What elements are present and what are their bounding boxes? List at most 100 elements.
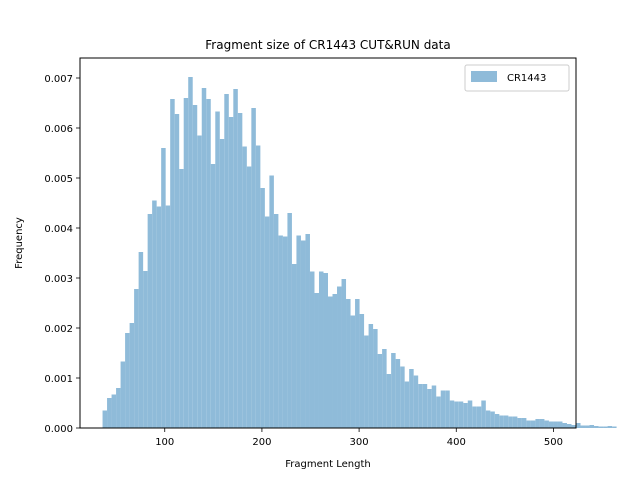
histogram-bar [364,335,369,428]
histogram-bar [440,390,446,428]
histogram-bar [612,426,617,428]
histogram-bar [422,384,428,428]
histogram-bar [436,396,441,428]
histogram-bar [183,98,189,428]
y-tick-label: 0.001 [44,374,73,385]
histogram-bar [576,423,581,428]
y-tick-label: 0.007 [44,74,73,85]
histogram-bar [413,375,419,428]
histogram-bar [494,414,500,428]
histogram-bar [165,205,171,428]
histogram-bar [404,381,410,428]
histogram-bar [219,139,225,428]
x-tick-label: 200 [252,437,271,448]
histogram-bar [409,369,414,428]
histogram-bar [472,406,477,428]
x-axis-ticks: 100 200 300 400 500 [155,428,563,448]
histogram-bar [282,236,288,428]
histogram-bar [485,410,491,428]
histogram-bar [246,166,252,428]
histogram-bar [517,418,522,428]
histogram-bar [210,164,216,428]
histogram-bar [102,410,108,428]
histogram-bar [300,240,306,428]
histogram-bar [237,113,243,428]
y-tick-label: 0.006 [44,124,73,135]
histogram-bar [548,421,554,428]
histogram-bar [431,385,437,428]
histogram-bar [377,354,383,428]
x-axis-label: Fragment Length [285,459,370,470]
histogram-bar [188,77,193,428]
histogram-bar [192,105,198,428]
histogram-bar [174,114,180,428]
x-tick-label: 400 [447,437,466,448]
plot-frame [79,57,577,429]
histogram-bar [116,388,121,428]
histogram-bar [125,333,130,428]
histogram-bar [449,400,455,428]
histogram-bar [156,206,162,428]
histogram-bar [224,94,229,428]
histogram-bar [273,214,279,428]
histogram-bar [309,271,315,428]
histogram-bar [350,315,356,428]
histogram-bar [400,366,405,428]
histogram-bar [260,188,265,428]
y-axis-label: Frequency [14,217,25,269]
histogram-bar [337,286,342,428]
histogram-bar [544,420,549,428]
histogram-bar [512,416,518,428]
histogram-bar [598,426,604,428]
histogram-bar [562,423,567,428]
x-tick-label: 300 [350,437,369,448]
histogram-bar [346,299,351,428]
histogram-bar [323,273,328,428]
histogram-bar [418,384,423,428]
x-tick-label: 100 [155,437,174,448]
histogram-bar [134,289,139,428]
histogram-bar [152,200,157,428]
histogram-bar [287,213,292,428]
histogram-bar [539,419,545,428]
bars-group [102,77,617,428]
legend-swatch [471,71,497,82]
histogram-bar [305,234,310,428]
histogram-bar [386,374,392,428]
histogram-bar [454,401,459,428]
histogram-bar [603,426,608,428]
histogram-bar [138,252,144,428]
histogram-bar [499,415,504,428]
histogram-bar [458,401,464,428]
histogram-bar [197,135,202,428]
histogram-bar [206,99,211,428]
y-tick-label: 0.003 [44,274,73,285]
histogram-bar [251,108,256,428]
histogram-bar [445,390,450,428]
histogram-bar [296,235,301,428]
histogram-bar [585,425,590,428]
histogram-bar [594,426,599,428]
histogram-bar [111,394,117,428]
histogram-bar [355,299,360,428]
histogram-bar [228,117,234,428]
histogram-bar [170,99,175,428]
histogram-bar [215,111,220,428]
histogram-bar [147,214,153,428]
histogram-bar [179,169,184,428]
histogram-bar [373,329,378,428]
histogram-bar [557,421,563,428]
histogram-bar [382,349,387,428]
histogram-bar [341,279,347,428]
histogram-bar [359,314,365,428]
histogram-bar [530,420,536,428]
y-tick-label: 0.002 [44,324,73,335]
legend: CR1443 [464,64,570,92]
histogram-bar [201,88,207,428]
histogram-bar [318,271,324,428]
y-tick-label: 0.000 [44,424,73,435]
x-tick-label: 500 [544,437,563,448]
histogram-bar [553,421,558,428]
histogram-bar [566,424,572,428]
